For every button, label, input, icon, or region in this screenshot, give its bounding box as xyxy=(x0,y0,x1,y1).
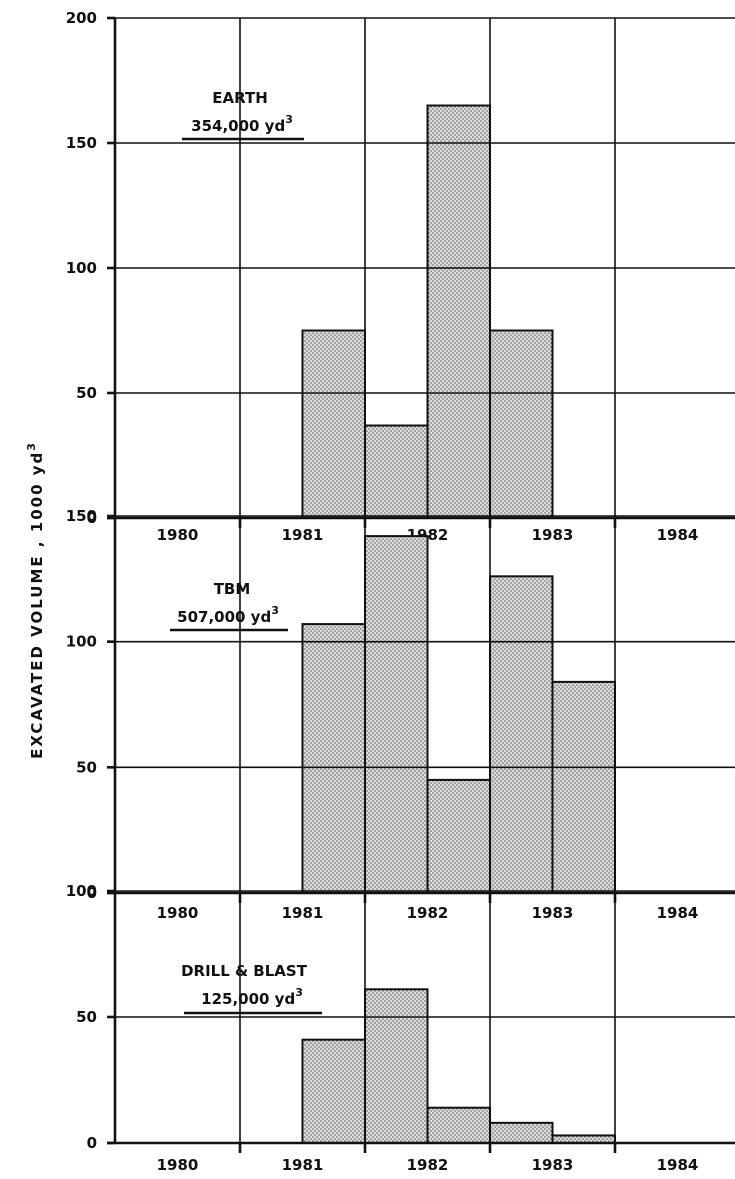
panel-title: EARTH xyxy=(212,89,268,107)
x-tick-label: 1981 xyxy=(282,904,324,922)
panel-volume-label: 125,000 yd3 xyxy=(201,986,303,1008)
x-tick-label: 1982 xyxy=(407,904,449,922)
bar xyxy=(301,329,366,519)
y-tick-label: 150 xyxy=(66,134,97,152)
y-tick-label: 0 xyxy=(87,1134,97,1152)
x-tick-label: 1984 xyxy=(657,904,699,922)
x-tick-label: 1983 xyxy=(532,904,574,922)
panel-title: TBM xyxy=(214,580,251,598)
y-tick-label: 150 xyxy=(66,507,97,525)
bar xyxy=(364,535,429,895)
bar xyxy=(426,104,491,519)
y-tick-label: 50 xyxy=(76,1008,97,1026)
y-axis-label: EXCAVATED VOLUME , 1000 yd3 xyxy=(25,441,46,759)
x-tick-label: 1980 xyxy=(157,526,199,544)
x-tick-label: 1984 xyxy=(657,526,699,544)
bar xyxy=(301,1038,366,1145)
panel-volume-label: 354,000 yd3 xyxy=(191,113,293,135)
y-tick-label: 50 xyxy=(76,758,97,776)
bar xyxy=(364,988,429,1145)
bar xyxy=(551,680,616,894)
x-tick-label: 1981 xyxy=(282,1156,324,1174)
bar xyxy=(301,623,366,894)
x-tick-label: 1984 xyxy=(657,1156,699,1174)
x-tick-label: 1983 xyxy=(532,526,574,544)
chart-panels: 200 150 100 50 0 1980 1981 1982 1983 1984 EARTH 354… xyxy=(66,9,735,1174)
x-tick-label: 1980 xyxy=(157,904,199,922)
x-tick-label: 1982 xyxy=(407,1156,449,1174)
y-tick-label: 100 xyxy=(66,633,97,651)
bar xyxy=(364,424,429,519)
bar xyxy=(489,329,554,519)
x-tick-label: 1981 xyxy=(282,526,324,544)
x-tick-label: 1983 xyxy=(532,1156,574,1174)
panel-title: DRILL & BLAST xyxy=(181,962,308,980)
y-tick-label: 100 xyxy=(66,882,97,900)
y-tick-label: 200 xyxy=(66,9,97,27)
bar xyxy=(426,778,491,895)
y-tick-label: 0 xyxy=(87,884,97,902)
bar xyxy=(489,575,554,894)
panel-drill-blast: 100 50 0 1980 1981 1982 1983 1984 DRILL & BLAST 1… xyxy=(66,882,735,1174)
panel-tbm: 150 100 50 0 1980 1981 1982 1983 1984 TBM 507,000 … xyxy=(66,507,735,922)
bar xyxy=(489,1121,554,1144)
bar xyxy=(426,1106,491,1144)
y-tick-label: 100 xyxy=(66,259,97,277)
y-tick-label: 50 xyxy=(76,384,97,402)
panel-volume-label: 507,000 yd3 xyxy=(177,604,279,626)
y-tick-label: 0 xyxy=(87,509,97,527)
x-tick-label: 1980 xyxy=(157,1156,199,1174)
